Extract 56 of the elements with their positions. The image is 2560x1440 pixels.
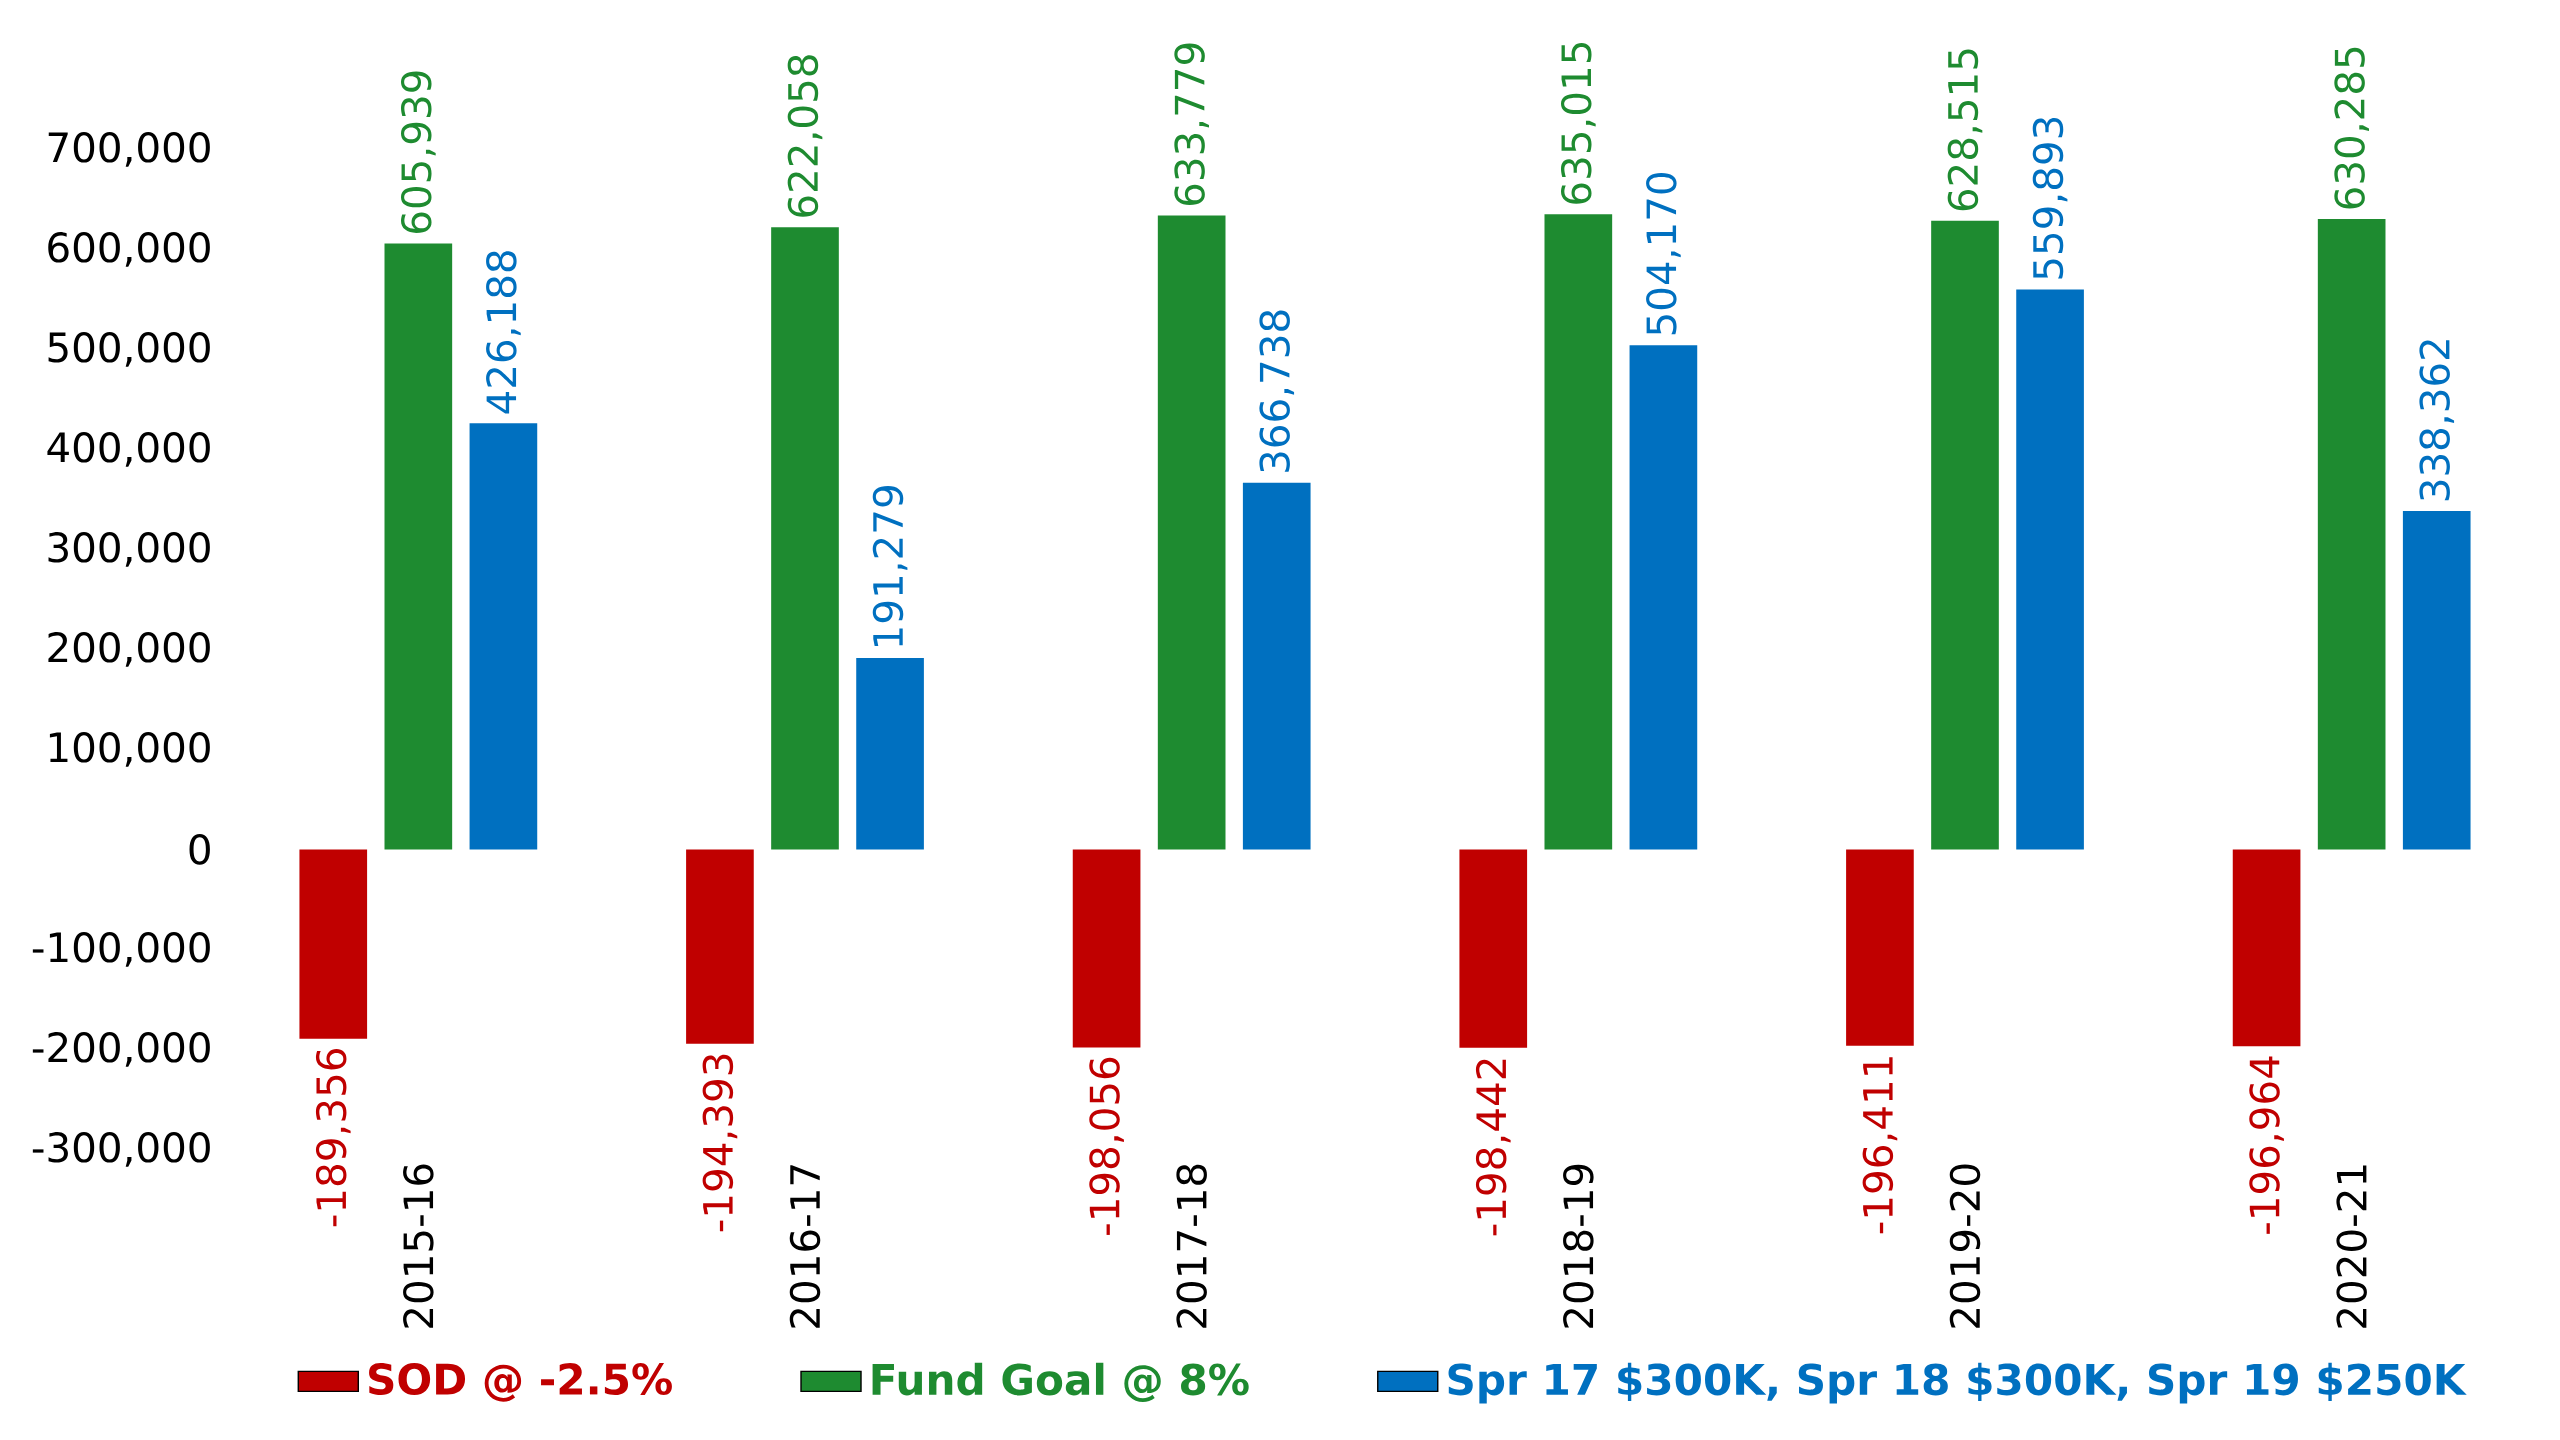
bar bbox=[469, 423, 538, 850]
bar bbox=[384, 243, 453, 850]
y-tick-label: 300,000 bbox=[48, 532, 210, 567]
legend-label: Fund Goal @ 8% bbox=[872, 1362, 1249, 1403]
data-label: 338,362 bbox=[2419, 340, 2455, 501]
bar bbox=[2402, 511, 2471, 850]
y-tick-label: -100,000 bbox=[32, 932, 210, 967]
x-tick-label: 2020-21 bbox=[2336, 1165, 2367, 1328]
bar bbox=[1157, 215, 1226, 850]
x-tick-label: 2019-20 bbox=[1949, 1164, 1981, 1328]
data-label: -196,411 bbox=[1862, 1057, 1898, 1234]
data-label: 635,015 bbox=[1560, 43, 1596, 204]
y-tick-label: 700,000 bbox=[48, 132, 210, 167]
data-label: 628,515 bbox=[1947, 49, 1983, 211]
bar bbox=[2232, 849, 2301, 1047]
x-tick-label: 2017-18 bbox=[1176, 1164, 1207, 1328]
data-label: 605,939 bbox=[401, 71, 436, 233]
y-tick-label: 0 bbox=[189, 834, 210, 865]
y-tick-label: -300,000 bbox=[32, 1132, 210, 1167]
y-tick-label: -200,000 bbox=[32, 1032, 210, 1067]
data-label: 504,170 bbox=[1646, 173, 1681, 335]
bar bbox=[1629, 345, 1698, 850]
data-label: 633,779 bbox=[1174, 43, 1209, 206]
x-tick-label: 2018-19 bbox=[1563, 1164, 1594, 1328]
bar bbox=[686, 849, 754, 1044]
legend-label: Spr 17 $300K, Spr 18 $300K, Spr 19 $250K bbox=[1448, 1362, 2467, 1404]
x-tick-label: 2015-16 bbox=[403, 1164, 434, 1328]
data-label: 191,279 bbox=[872, 486, 908, 646]
data-label: -198,442 bbox=[1475, 1059, 1511, 1236]
data-label: -189,356 bbox=[315, 1049, 351, 1227]
y-tick-label: 500,000 bbox=[48, 332, 210, 367]
bar bbox=[1072, 849, 1141, 1048]
bar bbox=[1931, 220, 1999, 850]
data-label: -198,056 bbox=[1089, 1057, 1124, 1235]
data-label: 366,738 bbox=[1259, 310, 1295, 472]
y-tick-label: 600,000 bbox=[48, 232, 210, 267]
data-label: -196,964 bbox=[2249, 1056, 2284, 1234]
bar bbox=[1459, 849, 1528, 1048]
data-label: 559,893 bbox=[2032, 117, 2068, 279]
bar bbox=[1242, 482, 1311, 850]
x-tick-label: 2016-17 bbox=[789, 1165, 821, 1328]
y-tick-label: 100,000 bbox=[49, 732, 210, 767]
data-label: 426,188 bbox=[486, 251, 521, 414]
legend-label: SOD @ -2.5% bbox=[369, 1363, 672, 1402]
bar bbox=[1544, 214, 1613, 850]
bar bbox=[771, 227, 839, 850]
data-label: 630,285 bbox=[2334, 47, 2369, 209]
data-label: 622,058 bbox=[787, 55, 823, 217]
y-tick-label: 400,000 bbox=[47, 432, 210, 467]
y-tick-label: 200,000 bbox=[48, 632, 210, 667]
data-label: -194,393 bbox=[702, 1054, 738, 1232]
bar bbox=[299, 849, 368, 1039]
bar bbox=[2016, 289, 2084, 850]
bar bbox=[2317, 219, 2386, 850]
bar bbox=[856, 658, 924, 850]
bar bbox=[1846, 849, 1914, 1046]
